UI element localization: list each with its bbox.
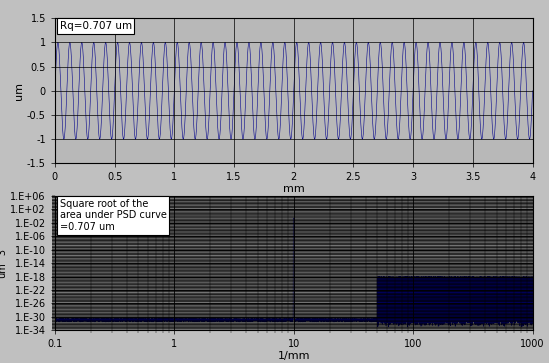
Y-axis label: um^3: um^3	[0, 248, 8, 278]
Text: Rq=0.707 um: Rq=0.707 um	[60, 21, 132, 31]
Text: Square root of the
area under PSD curve
=0.707 um: Square root of the area under PSD curve …	[60, 199, 166, 232]
Y-axis label: um: um	[14, 82, 24, 100]
X-axis label: mm: mm	[283, 184, 305, 194]
X-axis label: 1/mm: 1/mm	[277, 351, 310, 361]
